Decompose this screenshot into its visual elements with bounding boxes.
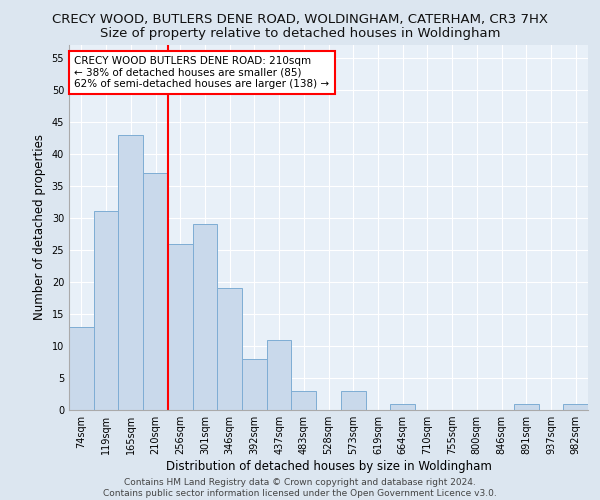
Bar: [390, 404, 415, 410]
Bar: [143, 173, 168, 410]
Bar: [94, 212, 118, 410]
Bar: [267, 340, 292, 410]
Text: CRECY WOOD, BUTLERS DENE ROAD, WOLDINGHAM, CATERHAM, CR3 7HX: CRECY WOOD, BUTLERS DENE ROAD, WOLDINGHA…: [52, 12, 548, 26]
Y-axis label: Number of detached properties: Number of detached properties: [33, 134, 46, 320]
Bar: [514, 404, 539, 410]
Bar: [242, 359, 267, 410]
Text: Size of property relative to detached houses in Woldingham: Size of property relative to detached ho…: [100, 28, 500, 40]
Bar: [118, 134, 143, 410]
Bar: [168, 244, 193, 410]
Bar: [341, 391, 365, 410]
Bar: [69, 327, 94, 410]
Text: Contains HM Land Registry data © Crown copyright and database right 2024.
Contai: Contains HM Land Registry data © Crown c…: [103, 478, 497, 498]
X-axis label: Distribution of detached houses by size in Woldingham: Distribution of detached houses by size …: [166, 460, 491, 473]
Bar: [217, 288, 242, 410]
Bar: [193, 224, 217, 410]
Bar: [563, 404, 588, 410]
Text: CRECY WOOD BUTLERS DENE ROAD: 210sqm
← 38% of detached houses are smaller (85)
6: CRECY WOOD BUTLERS DENE ROAD: 210sqm ← 3…: [74, 56, 329, 89]
Bar: [292, 391, 316, 410]
